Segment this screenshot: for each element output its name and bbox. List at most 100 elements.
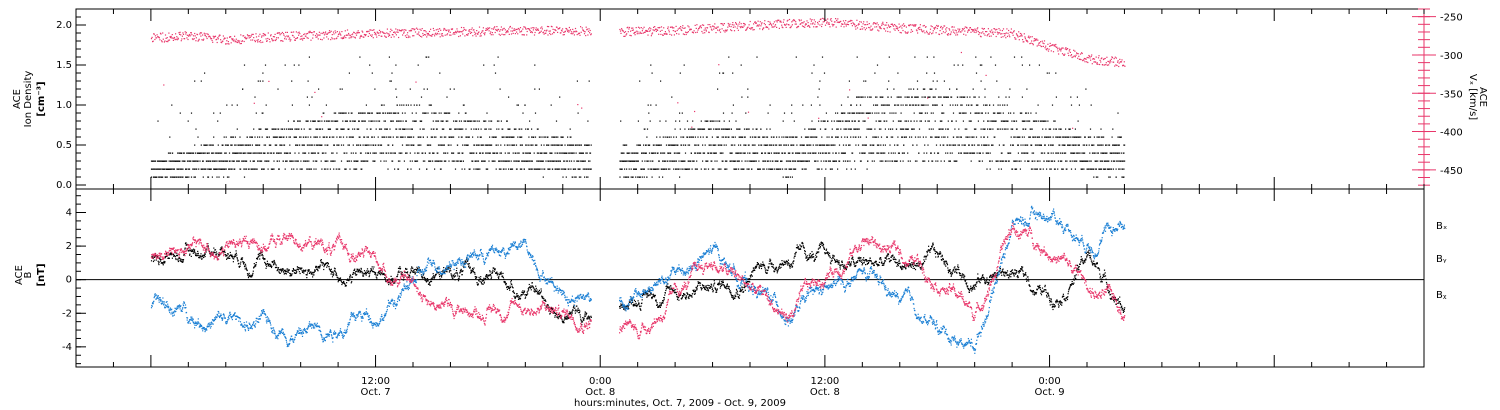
density-point-2236 xyxy=(668,136,670,138)
density-point-4129 xyxy=(1084,160,1086,162)
density-point-2742 xyxy=(779,168,781,170)
velocity-point-82 xyxy=(196,34,199,36)
density-point-2406 xyxy=(707,120,709,122)
density-point-1627 xyxy=(507,136,509,138)
density-point-2990 xyxy=(834,144,836,146)
density-point-2056 xyxy=(629,160,632,162)
velocity-point-675 xyxy=(530,31,532,33)
density-point-3803 xyxy=(1013,120,1015,122)
density-point-1101 xyxy=(389,112,391,114)
density-point-713 xyxy=(306,144,308,146)
density-point-841 xyxy=(333,168,335,170)
density-point-4132 xyxy=(1084,144,1086,146)
density-point-1520 xyxy=(483,64,485,66)
density-point-575 xyxy=(274,136,276,138)
density-point-2883 xyxy=(810,136,812,138)
velocity-point-509 xyxy=(436,32,438,34)
density-point-4083 xyxy=(1073,160,1075,162)
density-point-896 xyxy=(345,112,347,114)
density-point-3355 xyxy=(912,144,914,146)
density-point-2854 xyxy=(804,168,806,170)
density-point-832 xyxy=(331,152,333,154)
density-point-1105 xyxy=(390,112,392,114)
density-point-1280 xyxy=(428,152,430,154)
density-point-183 xyxy=(188,160,191,162)
velocity-point-32 xyxy=(168,39,171,41)
density-point-1799 xyxy=(544,152,546,154)
density-point-66 xyxy=(164,160,166,162)
density-point-3517 xyxy=(949,104,951,106)
density-point-594 xyxy=(278,160,280,162)
density-point-3728 xyxy=(995,160,997,162)
density-point-3642 xyxy=(977,144,979,146)
density-point-3726 xyxy=(994,64,997,66)
velocity-point-123 xyxy=(220,39,222,41)
density-point-3211 xyxy=(880,96,882,98)
density-point-1090 xyxy=(387,144,389,146)
density-point-3186 xyxy=(875,104,877,106)
density-point-603 xyxy=(280,136,282,138)
density-point-265 xyxy=(207,168,209,170)
density-point-287 xyxy=(211,160,213,162)
density-point-1851 xyxy=(556,168,558,170)
velocity-point-117 xyxy=(216,41,218,44)
density-point-3747 xyxy=(1000,160,1002,162)
density-point-861 xyxy=(337,120,339,122)
density-point-2666 xyxy=(762,168,764,170)
velocity-point-337 xyxy=(340,34,342,36)
density-point-3005 xyxy=(837,128,839,130)
density-point-823 xyxy=(329,120,331,122)
density-point-4200 xyxy=(1100,160,1102,162)
velocity-point-451 xyxy=(404,29,406,31)
velocity-point-282 xyxy=(309,30,311,32)
density-point-3201 xyxy=(878,120,880,122)
density-point-191 xyxy=(190,112,193,114)
density-point-1263 xyxy=(424,152,426,154)
density-point-2842 xyxy=(802,168,804,170)
velocity-point-125 xyxy=(221,42,223,44)
density-point-59 xyxy=(163,160,165,162)
density-point-1518 xyxy=(482,160,484,162)
density-point-3108 xyxy=(858,128,860,130)
velocity-point-484 xyxy=(422,34,424,36)
density-point-3514 xyxy=(948,160,950,162)
density-point-834 xyxy=(331,160,333,162)
density-point-3686 xyxy=(986,104,988,106)
density-point-3567 xyxy=(960,136,962,138)
density-point-359 xyxy=(226,144,228,146)
density-point-1530 xyxy=(485,152,487,154)
density-point-98 xyxy=(170,168,172,170)
density-point-219 xyxy=(197,160,199,162)
density-point-1691 xyxy=(521,168,523,170)
density-point-1803 xyxy=(546,144,548,146)
velocity-point-593 xyxy=(484,34,486,36)
density-point-3674 xyxy=(984,144,986,146)
density-point-1442 xyxy=(465,144,467,146)
velocity-point-28 xyxy=(166,37,168,39)
density-point-1107 xyxy=(390,80,392,82)
density-point-1077 xyxy=(383,160,385,162)
density-point-2059 xyxy=(630,176,632,178)
density-point-2584 xyxy=(744,144,746,146)
density-point-2102 xyxy=(639,144,641,146)
density-point-1419 xyxy=(460,136,462,138)
density-point-4256 xyxy=(1112,160,1114,162)
density-point-2101 xyxy=(639,176,641,178)
density-point-157 xyxy=(183,152,185,154)
velocity-point-253 xyxy=(293,31,295,33)
density-point-937 xyxy=(354,120,356,122)
density-point-263 xyxy=(206,144,208,146)
density-point-1484 xyxy=(475,168,477,170)
density-point-3141 xyxy=(865,136,867,138)
density-point-1861 xyxy=(558,144,560,146)
density-point-1374 xyxy=(449,128,451,130)
density-point-4264 xyxy=(1114,144,1116,146)
velocity-point-395 xyxy=(372,37,374,39)
velocity-point-46 xyxy=(176,39,178,41)
density-point-1958 xyxy=(580,176,582,178)
density-point-3845 xyxy=(1021,64,1023,66)
density-point-3157 xyxy=(869,144,871,146)
density-point-116 xyxy=(174,176,176,178)
velocity-point-541 xyxy=(454,31,456,33)
density-point-179 xyxy=(188,176,190,178)
